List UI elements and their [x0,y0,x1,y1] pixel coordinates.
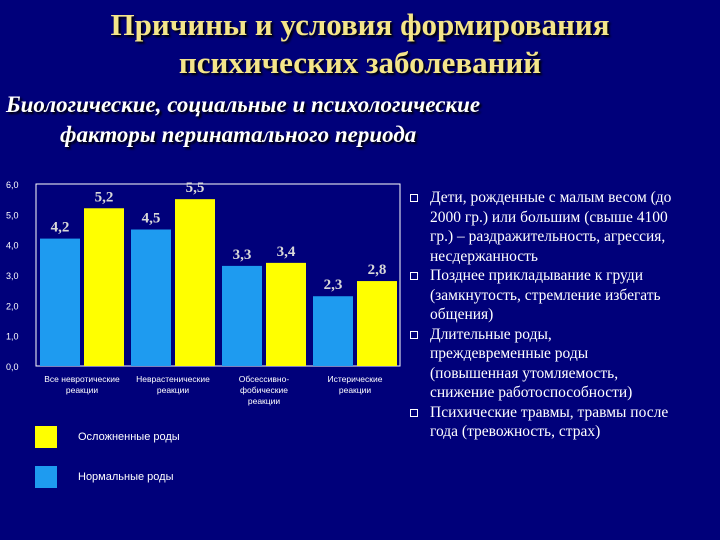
bullet-text-line: (повышенная утомляемость, [430,364,619,382]
bullet-item: Позднее прикладывание к груди (замкнутост… [410,266,715,325]
data-label: 4,5 [142,211,161,227]
data-label: 2,8 [368,262,387,278]
bullet-text-line: года (тревожность, страх) [430,423,601,440]
bullet-item: Дети, рожденные с малым весом (до 2000 гр… [410,188,715,266]
bullet-text-line: преждевременные роды [430,345,589,362]
bar [175,199,215,366]
category-label: реакции [339,385,372,395]
bar [266,262,306,366]
y-tick-label: 2,0 [6,301,19,311]
y-tick-label: 1,0 [6,332,19,342]
slide-subtitle-line-1: Биологические, социальные и психологичес… [6,92,481,117]
bar [131,229,171,366]
data-label: 2,3 [324,277,343,293]
category-label: Обсессивно- [239,374,290,384]
bullet-marker-icon [410,330,418,339]
category-label: реакции [66,385,99,395]
bar-chart: 6,0 5,0 4,0 3,0 2,0 1,0 0,0 4,2 5,2 Все невротиче… [6,180,401,488]
slide-title-line-2: психических заболеваний [178,45,542,80]
slide-subtitle-line-2: факторы перинатального периода [60,122,417,147]
bullet-marker-icon [410,194,418,202]
bar [222,265,262,366]
bullet-text-line: Дети, рожденные с малым весом (до [430,189,672,206]
category-label: Неврастенические [136,374,210,384]
bar [40,238,80,366]
slide-title-line-1: Причины и условия формирования [110,7,610,42]
legend-label: Осложненные роды [78,431,180,443]
bullet-text-line: снижение работоспособности) [430,384,633,401]
data-label: 3,4 [277,244,296,260]
category-label: Все невротические [44,374,120,384]
legend-swatch [35,466,57,488]
data-label: 5,2 [95,189,114,205]
bullet-marker-icon [410,272,418,280]
bullet-item: Психические травмы, травмы после года (тр… [410,403,715,442]
bullet-text-line: несдержанность [430,247,538,265]
bullet-text-line: Длительные роды, [430,325,552,343]
y-tick-label: 0,0 [6,362,19,372]
data-label: 3,3 [233,247,252,263]
slide-subtitle: Биологические, социальные и психологичес… [6,90,706,150]
bullet-text-line: Психические травмы, травмы после [430,403,669,421]
bullet-marker-icon [410,408,418,417]
bullet-text-line: гр.) – раздражительность, агрессия, [430,228,666,245]
bar [313,296,353,366]
bar [357,281,397,366]
legend-label: Нормальные роды [78,471,174,483]
bullet-text-line: Позднее прикладывание к груди [430,267,643,284]
y-tick-label: 4,0 [6,241,19,251]
y-tick-label: 3,0 [6,271,19,281]
category-label: фобические [240,385,288,395]
y-tick-label: 5,0 [6,210,19,220]
data-label: 5,5 [186,180,205,196]
bar [84,208,124,366]
category-label: Истерические [328,374,383,384]
y-tick-label: 6,0 [6,180,19,190]
slide-title: Причины и условия формирования психическ… [0,6,720,82]
data-label: 4,2 [51,220,70,236]
category-label: реакции [248,396,281,406]
bullet-item: Длительные роды, преждевременные роды (пов… [410,325,715,403]
bullet-text-line: общения) [430,306,494,323]
bullet-list: Дети, рожденные с малым весом (до 2000 гр… [410,188,715,442]
category-label: реакции [157,385,190,395]
bullet-text-line: 2000 гр.) или большим (свыше 4100 [430,208,668,226]
bullet-text-line: (замкнутость, стремление избегать [430,286,661,304]
legend-swatch [35,426,57,448]
